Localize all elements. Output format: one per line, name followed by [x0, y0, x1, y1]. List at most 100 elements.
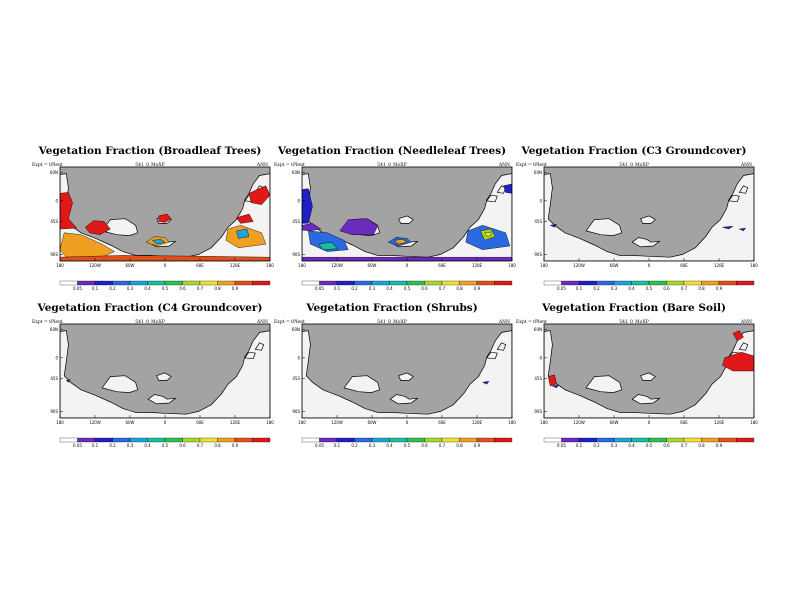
lon-tick-label: 120E	[472, 420, 483, 425]
lat-tick-label: 45S	[50, 376, 58, 381]
colorbar-swatch	[164, 280, 183, 286]
lat-tick-label: 60N	[534, 327, 542, 332]
colorbar-swatch	[336, 437, 355, 443]
case-label: 541_0_MoXP	[619, 163, 649, 168]
map-panel-c3: Vegetation Fraction (C3 Groundcover) Exp…	[514, 145, 758, 335]
colorbar-label: 0.6	[663, 286, 670, 291]
colorbar-swatch	[129, 437, 148, 443]
colorbar-label: 0.2	[351, 286, 358, 291]
lon-tick-label: 60W	[125, 420, 134, 425]
ocean-region	[544, 173, 754, 261]
map-content	[60, 167, 270, 261]
lon-tick-label: 180	[508, 420, 516, 425]
panel-title: Vegetation Fraction (Bare Soil)	[542, 302, 726, 314]
vegetation-map: 60N 0 45S 90S 180 120W 60W 0 60E 120E 180 0.05 0.1 0.…	[534, 166, 758, 291]
lon-tick-label: 120E	[230, 420, 241, 425]
season-label: ANN	[498, 320, 510, 325]
lon-tick-label: 120E	[230, 263, 241, 268]
map-panel-needleleaf: Vegetation Fraction (Needleleaf Trees) E…	[272, 145, 516, 335]
colorbar-swatch	[494, 280, 513, 286]
lon-tick-label: 180	[298, 420, 306, 425]
island	[156, 372, 172, 381]
fraction-patch	[60, 232, 116, 258]
colorbar-label: 0.4	[386, 286, 393, 291]
colorbar-label: 0.5	[404, 286, 411, 291]
lat-tick-label: 45S	[534, 219, 542, 224]
colorbar-label: 0.05	[315, 443, 324, 448]
lat-tick-label: 60N	[534, 170, 542, 175]
lon-tick-label: 180	[750, 420, 758, 425]
colorbar-swatch	[371, 437, 390, 443]
colorbar-swatch	[596, 280, 615, 286]
colorbar-label: 0.1	[334, 443, 341, 448]
lat-tick-label: 45S	[292, 376, 300, 381]
colorbar-label: 0.3	[611, 286, 618, 291]
lat-tick-label: 90S	[534, 409, 542, 414]
colorbar-swatch	[666, 437, 685, 443]
colorbar-swatch	[164, 437, 183, 443]
fraction-patch	[732, 330, 744, 342]
fraction-patch	[151, 239, 166, 245]
lat-tick-label: 0	[297, 355, 300, 360]
colorbar-swatch	[94, 437, 113, 443]
colorbar-swatch	[596, 437, 615, 443]
vegetation-map: 60N 0 45S 90S 180 120W 60W 0 60E 120E 180 0.05 0.1 0.…	[50, 323, 274, 448]
lon-tick-label: 60E	[438, 263, 446, 268]
colorbar-swatch	[718, 280, 737, 286]
colorbar-swatch	[666, 280, 685, 286]
lon-tick-label: 180	[540, 263, 548, 268]
colorbar-label: 0.3	[369, 443, 376, 448]
colorbar-swatch	[648, 437, 667, 443]
colorbar-label: 0.2	[593, 286, 600, 291]
island	[486, 194, 498, 203]
colorbar-label: 0.6	[421, 443, 428, 448]
colorbar-label: 0.3	[611, 443, 618, 448]
lat-tick-label: 45S	[50, 219, 58, 224]
expt-label: Expt = tPlent	[32, 163, 63, 168]
lat-tick-label: 90S	[50, 409, 58, 414]
fraction-patch	[547, 374, 557, 387]
colorbar-swatch	[389, 280, 408, 286]
lat-tick-label: 60N	[50, 170, 58, 175]
colorbar-swatch	[301, 437, 320, 443]
panel-title: Vegetation Fraction (Broadleaf Trees)	[38, 145, 262, 157]
colorbar-swatch	[199, 280, 218, 286]
lon-tick-label: 180	[266, 420, 274, 425]
colorbar-swatch	[217, 280, 236, 286]
colorbar-label: 0.2	[109, 286, 116, 291]
fraction-patch	[236, 213, 254, 224]
colorbar-swatch	[59, 437, 78, 443]
fraction-patch	[84, 220, 111, 235]
colorbar-swatch	[578, 280, 597, 286]
island	[244, 351, 256, 360]
colorbar-swatch	[59, 280, 78, 286]
colorbar-label: 0.3	[369, 286, 376, 291]
fraction-patch	[503, 183, 512, 194]
map-content	[302, 167, 512, 261]
colorbar-swatch	[578, 437, 597, 443]
colorbar-label: 0.8	[456, 443, 463, 448]
fraction-patch	[65, 379, 71, 383]
colorbar-swatch	[631, 280, 650, 286]
island	[631, 237, 661, 248]
lon-tick-label: 180	[750, 263, 758, 268]
island	[343, 375, 381, 393]
colorbar-swatch	[319, 437, 338, 443]
lon-tick-label: 0	[164, 263, 167, 268]
lat-tick-label: 45S	[292, 219, 300, 224]
colorbar-label: 0.7	[681, 443, 688, 448]
fraction-patch	[551, 384, 560, 389]
lon-tick-label: 60E	[680, 263, 688, 268]
colorbar-swatch	[112, 280, 131, 286]
lon-tick-label: 180	[56, 420, 64, 425]
colorbar-swatch	[459, 280, 478, 286]
case-label: 541_0_MoXP	[377, 320, 407, 325]
colorbar-label: 0.7	[681, 286, 688, 291]
colorbar-label: 0.6	[421, 286, 428, 291]
lat-tick-label: 45S	[534, 376, 542, 381]
colorbar-label: 0.5	[162, 286, 169, 291]
colorbar-swatch	[77, 437, 96, 443]
colorbar-swatch	[476, 437, 495, 443]
fraction-patch	[158, 213, 172, 223]
ocean-region	[60, 330, 270, 418]
